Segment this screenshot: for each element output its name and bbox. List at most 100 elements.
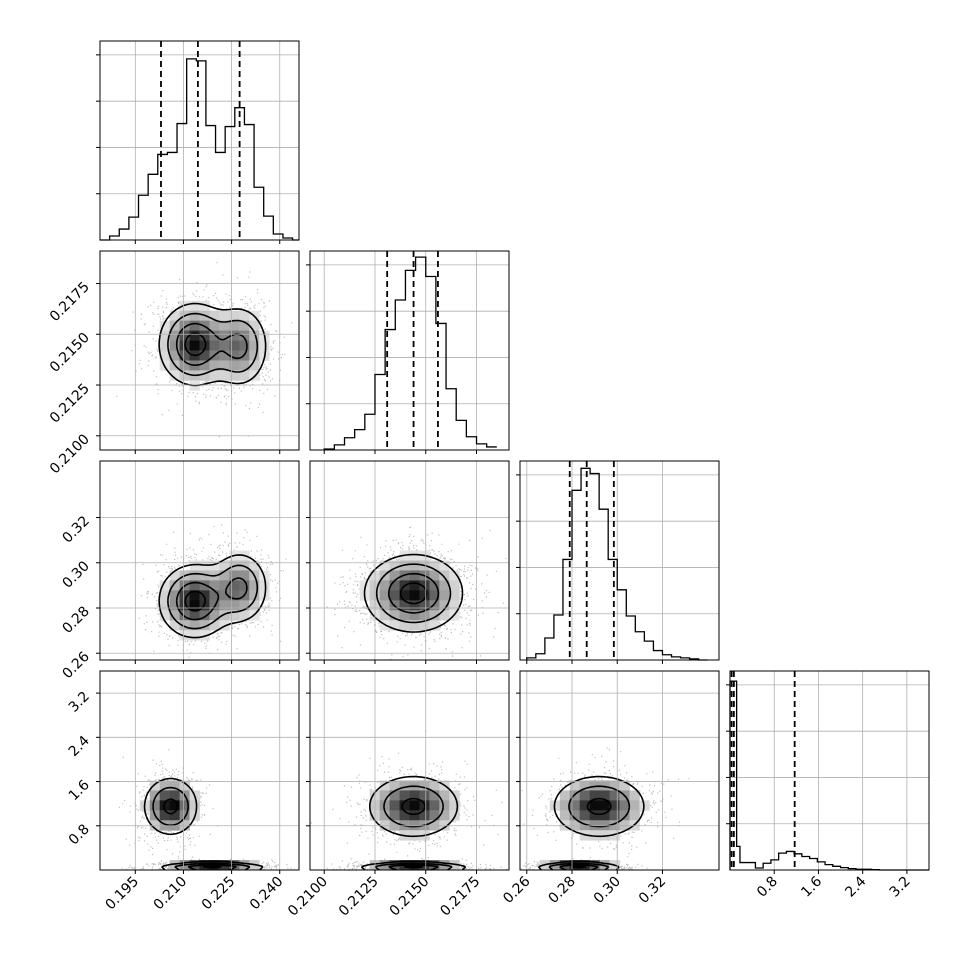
tick-label-y: 0.2100 bbox=[47, 431, 93, 477]
histogram-panel-p1 bbox=[306, 251, 509, 454]
density-cell bbox=[399, 590, 410, 601]
density-cell bbox=[409, 580, 420, 591]
density-cell bbox=[209, 560, 220, 571]
density-cell bbox=[219, 360, 230, 371]
density-panel-p1-p3 bbox=[310, 671, 509, 870]
density-cell bbox=[159, 590, 171, 601]
density-cell bbox=[449, 590, 460, 601]
axes-frame bbox=[309, 250, 510, 451]
density-cell bbox=[579, 780, 591, 791]
density-cell bbox=[589, 860, 600, 870]
density-cell bbox=[379, 780, 390, 791]
density-cell bbox=[159, 610, 171, 621]
density-cell bbox=[219, 370, 230, 381]
density-cell bbox=[209, 620, 220, 631]
density-cell bbox=[169, 370, 180, 381]
density-cell bbox=[439, 590, 450, 601]
density-cell bbox=[199, 570, 210, 581]
density-cell bbox=[629, 800, 640, 811]
density-cell bbox=[249, 340, 260, 351]
density-cell bbox=[409, 600, 420, 611]
density-cell bbox=[409, 790, 420, 801]
density-cell bbox=[239, 610, 250, 621]
density-cell bbox=[169, 580, 180, 591]
density-cell bbox=[389, 810, 400, 821]
contour-level-3 bbox=[374, 785, 453, 870]
density-cell bbox=[209, 330, 220, 341]
tick-label-x: 0.26 bbox=[500, 873, 533, 906]
density-cell bbox=[409, 550, 420, 561]
density-cell bbox=[199, 590, 210, 601]
density-cell bbox=[609, 830, 620, 841]
density-cell bbox=[229, 590, 240, 601]
density-cell bbox=[429, 800, 440, 811]
density-cell bbox=[179, 600, 190, 611]
density-cell bbox=[389, 580, 400, 591]
density-cell bbox=[579, 790, 591, 801]
contour-level-1 bbox=[202, 865, 222, 869]
tick-label-y: 0.28 bbox=[59, 604, 92, 637]
density-cell bbox=[429, 610, 440, 621]
density-cell bbox=[169, 310, 180, 322]
tick-label-x: 0.28 bbox=[545, 874, 578, 907]
density-panel-p0-p2 bbox=[100, 461, 299, 660]
density-cell bbox=[609, 800, 620, 811]
density-cell bbox=[239, 570, 250, 581]
density-cell bbox=[199, 350, 210, 361]
density-cell bbox=[199, 620, 210, 631]
density-cell bbox=[169, 320, 180, 331]
density-cell bbox=[199, 610, 210, 621]
density-cell bbox=[239, 320, 250, 331]
density-cell bbox=[239, 360, 250, 371]
density-cell bbox=[599, 780, 610, 791]
density-cell bbox=[449, 570, 460, 581]
density-cell bbox=[209, 310, 220, 322]
tick-label-y: 0.32 bbox=[59, 513, 92, 546]
density-cell bbox=[199, 330, 210, 341]
contour-level-3 bbox=[375, 563, 452, 624]
density-cell bbox=[619, 780, 630, 791]
contour-level-4 bbox=[537, 775, 645, 870]
density-cell bbox=[389, 780, 400, 791]
density-cell bbox=[169, 610, 180, 621]
density-cell bbox=[169, 780, 180, 791]
density-cell bbox=[179, 370, 190, 381]
density-cell bbox=[179, 810, 190, 821]
contour-level-4 bbox=[143, 777, 264, 870]
density-cell bbox=[429, 570, 440, 581]
density-panel-p2-p3 bbox=[520, 671, 719, 870]
density-cell bbox=[169, 600, 180, 611]
density-cell bbox=[579, 800, 591, 811]
density-cell bbox=[189, 300, 200, 312]
density-cell bbox=[259, 580, 270, 591]
density-cell bbox=[429, 580, 440, 591]
density-cell bbox=[229, 600, 240, 611]
contour-level-1 bbox=[571, 865, 587, 869]
axes-frame bbox=[309, 460, 510, 661]
histogram-step bbox=[323, 256, 497, 450]
density-cell bbox=[609, 810, 620, 821]
density-cell bbox=[409, 810, 420, 821]
density-cell bbox=[169, 350, 180, 361]
density-cell bbox=[199, 580, 210, 591]
density-cell bbox=[239, 600, 250, 611]
density-cell bbox=[399, 780, 410, 791]
density-cell bbox=[429, 790, 440, 801]
density-cell bbox=[559, 800, 571, 811]
density-cell bbox=[409, 620, 420, 631]
axes-frame bbox=[729, 670, 930, 871]
density-cell bbox=[569, 810, 581, 821]
density-cell bbox=[189, 620, 200, 631]
density-cell bbox=[379, 600, 390, 611]
density-cell bbox=[589, 810, 600, 821]
density-cell bbox=[249, 350, 260, 361]
density-cell bbox=[169, 330, 180, 341]
tick-label-x: 2.4 bbox=[842, 873, 869, 900]
density-cell bbox=[179, 610, 190, 621]
density-cell bbox=[229, 350, 240, 361]
density-cell bbox=[199, 300, 210, 312]
density-cell bbox=[179, 800, 190, 811]
tick-label-x: 0.2150 bbox=[387, 874, 433, 920]
tick-label-x: 0.210 bbox=[151, 874, 191, 914]
density-cell bbox=[189, 560, 200, 571]
